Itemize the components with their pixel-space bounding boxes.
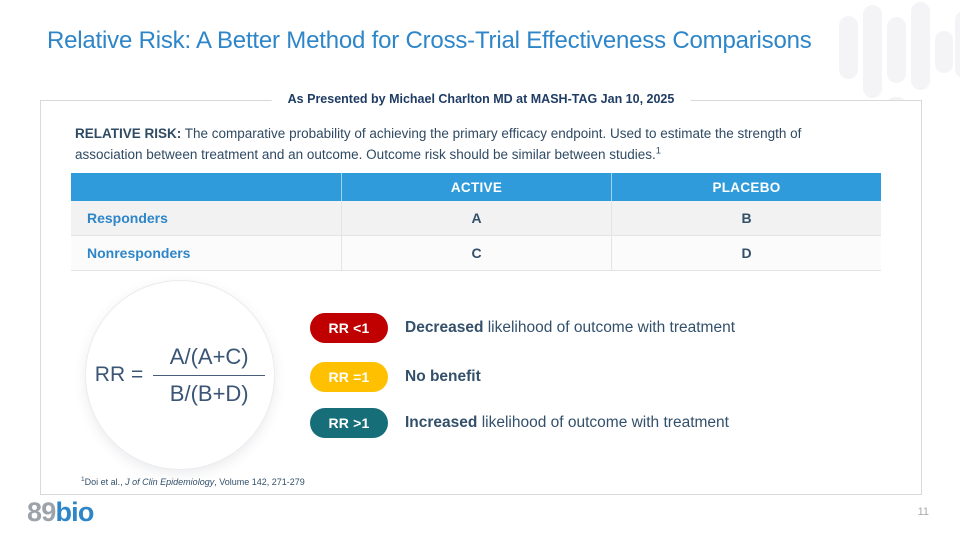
- page-number: 11: [917, 506, 929, 518]
- legend-text: Increased likelihood of outcome with tre…: [405, 414, 729, 431]
- formula-denominator: B/(B+D): [169, 380, 249, 406]
- page-title: Relative Risk: A Better Method for Cross…: [47, 27, 812, 54]
- formula-fraction: A/(A+C) B/(B+D): [153, 343, 266, 407]
- definition-line-2: association between treatment and an out…: [75, 145, 661, 162]
- legend-text: Decreased likelihood of outcome with tre…: [405, 319, 735, 336]
- definition-lead: RELATIVE RISK:: [75, 126, 182, 141]
- definition-text: RELATIVE RISK: The comparative probabili…: [75, 123, 887, 165]
- formula-numerator: A/(A+C): [169, 343, 249, 369]
- cell-active-value: C: [341, 236, 611, 270]
- deco-pill: [839, 16, 858, 79]
- row-label: Nonresponders: [87, 245, 191, 261]
- logo-suffix: bio: [55, 497, 94, 527]
- legend-row-no-benefit: RR =1 No benefit: [310, 362, 481, 392]
- rr-gt1-badge: RR >1: [310, 408, 388, 438]
- header-cell-placebo: PLACEBO: [611, 173, 881, 201]
- cell-placebo-value: D: [611, 236, 881, 270]
- formula-lhs: RR =: [94, 363, 144, 386]
- footnote: 1Doi et al., J of Clin Epidemiology, Vol…: [81, 476, 305, 487]
- journal-name: J of Clin Epidemiology: [125, 477, 215, 487]
- fraction-bar: [153, 374, 266, 376]
- cell-placebo-value: B: [611, 201, 881, 235]
- cell-active-value: A: [341, 201, 611, 235]
- footnote-reference: 1: [655, 145, 661, 156]
- legend-row-decreased: RR <1 Decreased likelihood of outcome wi…: [310, 313, 735, 343]
- header-cell-active: ACTIVE: [341, 173, 611, 201]
- header-cell-blank: [71, 173, 341, 201]
- footnote-marker: 1: [81, 476, 85, 483]
- deco-pill: [935, 31, 953, 73]
- content-card: As Presented by Michael Charlton MD at M…: [40, 92, 922, 495]
- definition-line-1: RELATIVE RISK: The comparative probabili…: [75, 126, 802, 141]
- rr-lt1-badge: RR <1: [310, 313, 388, 343]
- deco-pill: [955, 11, 960, 78]
- table-row-responders: Responders A B: [71, 201, 881, 236]
- relative-risk-table: ACTIVE PLACEBO Responders A B Nonrespond…: [71, 173, 881, 271]
- deco-pill: [911, 2, 930, 90]
- rr-formula-circle: RR = A/(A+C) B/(B+D): [85, 280, 275, 470]
- deco-pill: [887, 17, 906, 83]
- legend-text: No benefit: [405, 368, 481, 385]
- rr-eq1-badge: RR =1: [310, 362, 388, 392]
- deco-pill: [863, 5, 882, 98]
- table-header-row: ACTIVE PLACEBO: [71, 173, 881, 201]
- presented-by-label: As Presented by Michael Charlton MD at M…: [271, 92, 691, 106]
- table-row-nonresponders: Nonresponders C D: [71, 236, 881, 271]
- legend-row-increased: RR >1 Increased likelihood of outcome wi…: [310, 408, 729, 438]
- company-logo: 89bio: [27, 497, 94, 528]
- logo-prefix: 89: [27, 497, 56, 527]
- row-label: Responders: [87, 210, 168, 226]
